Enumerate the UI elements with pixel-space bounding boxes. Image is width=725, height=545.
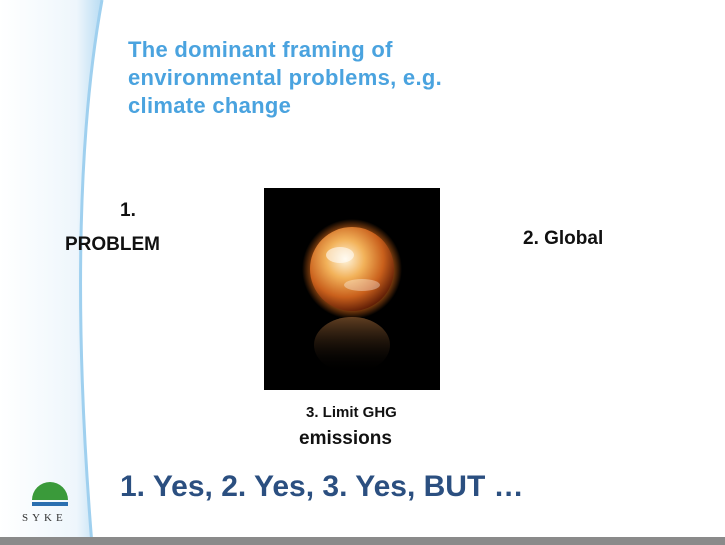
logo-text: SYKE <box>22 512 67 524</box>
left-label: PROBLEM <box>65 234 160 255</box>
globe-image <box>264 188 440 390</box>
title-line: climate change <box>128 93 292 118</box>
bottom-line: 1. Yes, 2. Yes, 3. Yes, BUT … <box>120 470 524 503</box>
title-line: environmental problems, e.g. <box>128 65 443 90</box>
caption: 3. Limit GHG <box>306 404 397 421</box>
swoosh-edge <box>79 0 104 545</box>
left-label: 1. <box>120 200 136 221</box>
title-line: The dominant framing of <box>128 37 393 62</box>
swoosh <box>0 0 102 545</box>
bottom-bar <box>0 537 725 545</box>
right-label: 2. Global <box>523 228 604 249</box>
caption: emissions <box>299 428 392 449</box>
logo-icon <box>32 482 68 506</box>
